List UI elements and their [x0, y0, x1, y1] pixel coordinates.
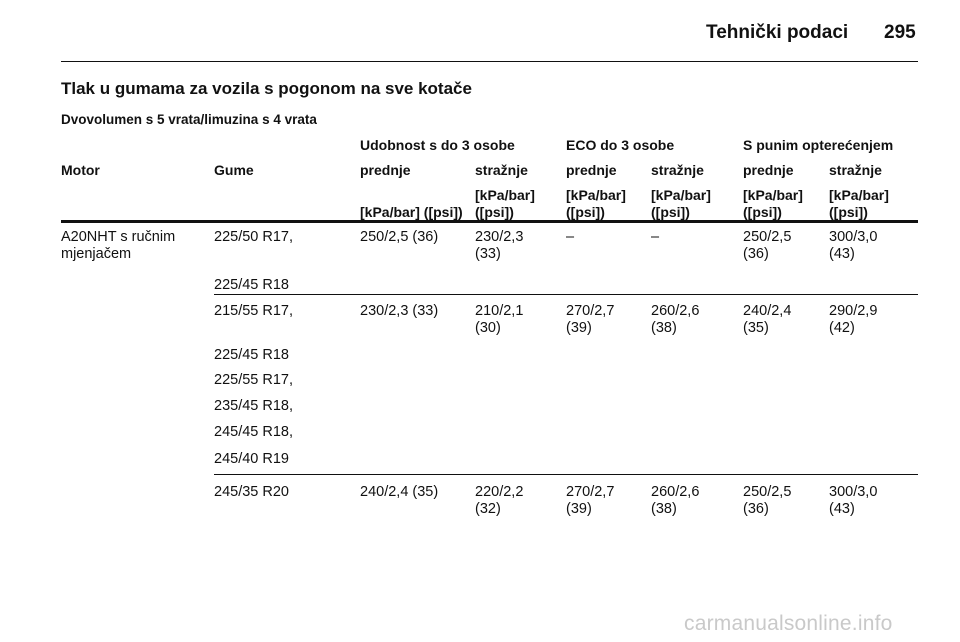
tyre-size-cell: 235/45 R18,: [214, 398, 294, 414]
table-header-rule: [61, 220, 918, 223]
pressure-cell: 300/3,0 (43): [829, 229, 878, 262]
pressure-cell: 290/2,9 (42): [829, 303, 878, 336]
tyre-size-cell: 245/35 R20: [214, 484, 289, 500]
column-header: prednje: [360, 162, 411, 178]
pressure-cell: 260/2,6 (38): [651, 484, 700, 517]
column-header: Gume: [214, 162, 254, 178]
column-header: stražnje: [475, 162, 528, 178]
unit-header: [kPa/bar] ([psi]): [829, 187, 889, 220]
header-rule: [61, 61, 918, 62]
column-header: prednje: [566, 162, 617, 178]
column-header: stražnje: [829, 162, 882, 178]
pressure-cell: 250/2,5 (36): [743, 229, 792, 262]
tyre-size-cell: 225/45 R18: [214, 347, 289, 363]
pressure-cell: 270/2,7 (39): [566, 303, 615, 336]
pressure-cell: 250/2,5 (36): [743, 484, 792, 517]
group-header: ECO do 3 osobe: [566, 137, 675, 153]
pressure-cell: 230/2,3 (33): [360, 303, 439, 319]
pressure-cell: 270/2,7 (39): [566, 484, 615, 517]
tyre-size-cell: 215/55 R17,: [214, 303, 294, 319]
group-header: Udobnost s do 3 osobe: [360, 137, 515, 153]
pressure-cell: 220/2,2 (32): [475, 484, 524, 517]
watermark: carmanualsonline.info: [684, 612, 893, 635]
running-title: Tehnički podaci: [706, 22, 849, 43]
group-divider: [214, 294, 918, 295]
pressure-cell: 230/2,3 (33): [475, 229, 524, 262]
unit-header: [kPa/bar] ([psi]): [566, 187, 626, 220]
pressure-cell: 250/2,5 (36): [360, 229, 439, 245]
pressure-cell: 210/2,1 (30): [475, 303, 524, 336]
pressure-cell: –: [651, 229, 660, 245]
page-number: 295: [884, 22, 916, 43]
pressure-cell: 240/2,4 (35): [743, 303, 792, 336]
subsection-title: Dvovolumen s 5 vrata/limuzina s 4 vrata: [61, 112, 317, 127]
tyre-size-cell: 245/40 R19: [214, 451, 289, 467]
tyre-size-cell: 225/45 R18: [214, 277, 289, 293]
unit-header: [kPa/bar] ([psi]): [360, 204, 463, 220]
column-header: Motor: [61, 162, 100, 178]
tyre-size-cell: 225/50 R17,: [214, 229, 294, 245]
group-divider: [214, 474, 918, 475]
tyre-size-cell: 225/55 R17,: [214, 372, 294, 388]
pressure-cell: –: [566, 229, 575, 245]
column-header: prednje: [743, 162, 794, 178]
pressure-cell: 240/2,4 (35): [360, 484, 439, 500]
group-header: S punim opterećenjem: [743, 137, 894, 153]
unit-header: [kPa/bar] ([psi]): [475, 187, 535, 220]
pressure-cell: 260/2,6 (38): [651, 303, 700, 336]
column-header: stražnje: [651, 162, 704, 178]
unit-header: [kPa/bar] ([psi]): [651, 187, 711, 220]
unit-header: [kPa/bar] ([psi]): [743, 187, 803, 220]
pressure-cell: 300/3,0 (43): [829, 484, 878, 517]
motor-cell: A20NHT s ručnim mjenjačem: [61, 229, 176, 262]
section-title: Tlak u gumama za vozila s pogonom na sve…: [61, 79, 472, 98]
tyre-size-cell: 245/45 R18,: [214, 424, 294, 440]
